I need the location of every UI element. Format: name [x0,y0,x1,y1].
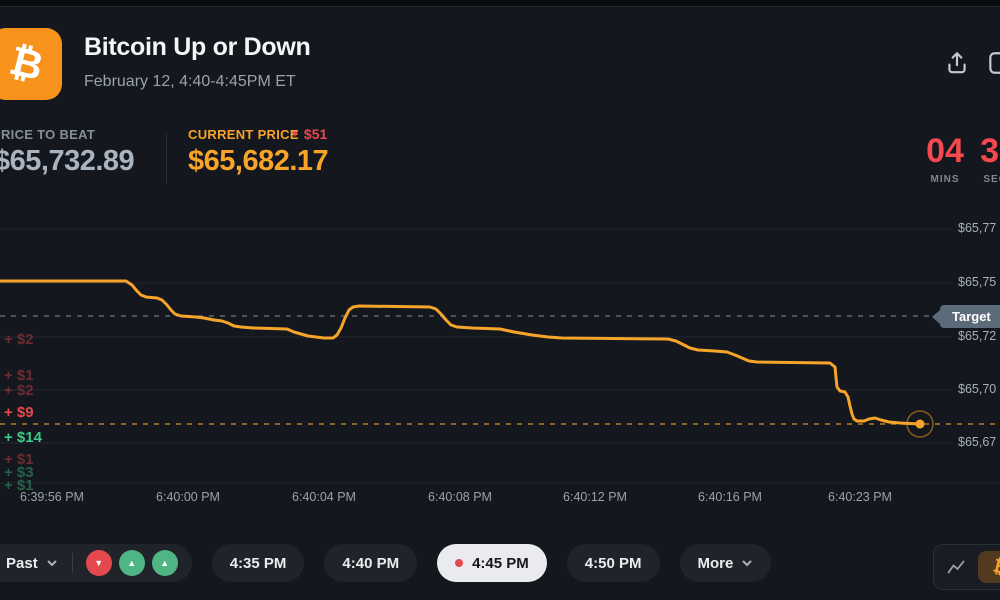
y-axis-label: $65,75 [958,275,997,289]
timer-minutes: 04 MINS [918,132,972,185]
time-button-label: 4:45 PM [472,554,529,572]
x-axis-label: 6:40:16 PM [698,490,762,504]
range-selector-label: Past [6,554,38,572]
more-button[interactable]: More [679,544,772,582]
time-button-450pm[interactable]: 4:50 PM [566,544,660,582]
current-price-value: $65,682.17 [188,145,329,177]
last-price-dot [915,419,925,429]
chevron-down-icon [741,557,753,569]
top-strip [0,0,1000,7]
more-button-label: More [697,554,734,572]
trade-marker: + $2 [4,382,34,399]
y-axis-label: $65,77 [958,221,997,235]
time-button-440pm[interactable]: 4:40 PM [324,544,418,582]
trade-marker: + $2 [4,331,34,348]
trade-marker: + $1 [4,367,34,384]
up-direction-button[interactable]: ▲ [151,550,178,576]
time-button-label: 4:40 PM [342,554,400,572]
line-chart-view-button[interactable] [937,551,975,583]
page-title: Bitcoin Up or Down [84,33,311,61]
timer-minutes-value: 04 [926,132,964,170]
last-price-ring [906,410,934,438]
bitcoin-logo: ₿ [0,28,62,100]
timer-seconds-value: 33 [980,132,1000,170]
y-axis-label: $65,72 [958,329,997,343]
time-buttons: 4:35 PM 4:40 PM 4:45 PM 4:50 PM [211,544,660,582]
time-button-label: 4:50 PM [584,554,642,572]
price-delta-value: $51 [303,126,328,142]
current-price-label: CURRENT PRICE [188,127,299,142]
bitcoin-icon: ₿ [990,553,1000,580]
trade-marker: + $9 [4,404,34,421]
share-icon[interactable] [944,50,970,76]
x-axis-label: 6:40:12 PM [563,490,627,504]
stats-divider [166,133,167,183]
trade-marker: + $1 [4,477,34,494]
view-toggle: ₿ [933,544,1000,590]
x-axis-label: 6:40:04 PM [292,490,356,504]
trade-marker: + $14 [4,429,42,446]
price-delta-badge: ▼ $51 [290,126,327,142]
selected-dot-icon [455,559,464,567]
time-button-label: 4:35 PM [229,554,287,572]
range-selector-group[interactable]: Past ▼ ▲ ▲ [0,544,192,582]
up-direction-button[interactable]: ▲ [118,550,145,576]
bookmark-icon[interactable] [986,50,1000,76]
x-axis-label: 6:40:00 PM [156,490,220,504]
timer-seconds-label: SECS [983,174,1000,185]
triangle-down-icon: ▼ [290,128,300,140]
time-button-445pm[interactable]: 4:45 PM [437,544,547,582]
y-axis-label: $65,67 [958,435,997,449]
price-line [0,279,922,426]
footer-toolbar: Past ▼ ▲ ▲ 4:35 PM 4:40 PM 4:45 PM 4:50 PM Mo… [0,544,772,582]
price-to-beat-label: PRICE TO BEAT [0,127,96,142]
trade-marker: + $3 [4,464,34,481]
direction-buttons: ▼ ▲ ▲ [85,550,178,576]
trade-marker: + $1 [4,451,34,468]
timer-seconds: 33 SECS [972,132,1000,185]
y-axis-label: $65,70 [958,382,997,396]
target-badge: Target [932,305,1000,328]
group-divider [71,553,73,573]
price-to-beat-value: $65,732.89 [0,145,135,177]
time-button-435pm[interactable]: 4:35 PM [211,544,305,582]
x-axis-label: 6:40:08 PM [428,490,492,504]
timer-minutes-label: MINS [930,174,960,185]
page-subtitle: February 12, 4:40-4:45PM ET [84,73,296,90]
x-axis-label: 6:40:23 PM [828,490,892,504]
chevron-down-icon [46,557,58,569]
bitcoin-view-button[interactable]: ₿ [978,551,1000,583]
down-direction-button[interactable]: ▼ [85,550,112,576]
x-axis-label: 6:39:56 PM [20,490,84,504]
